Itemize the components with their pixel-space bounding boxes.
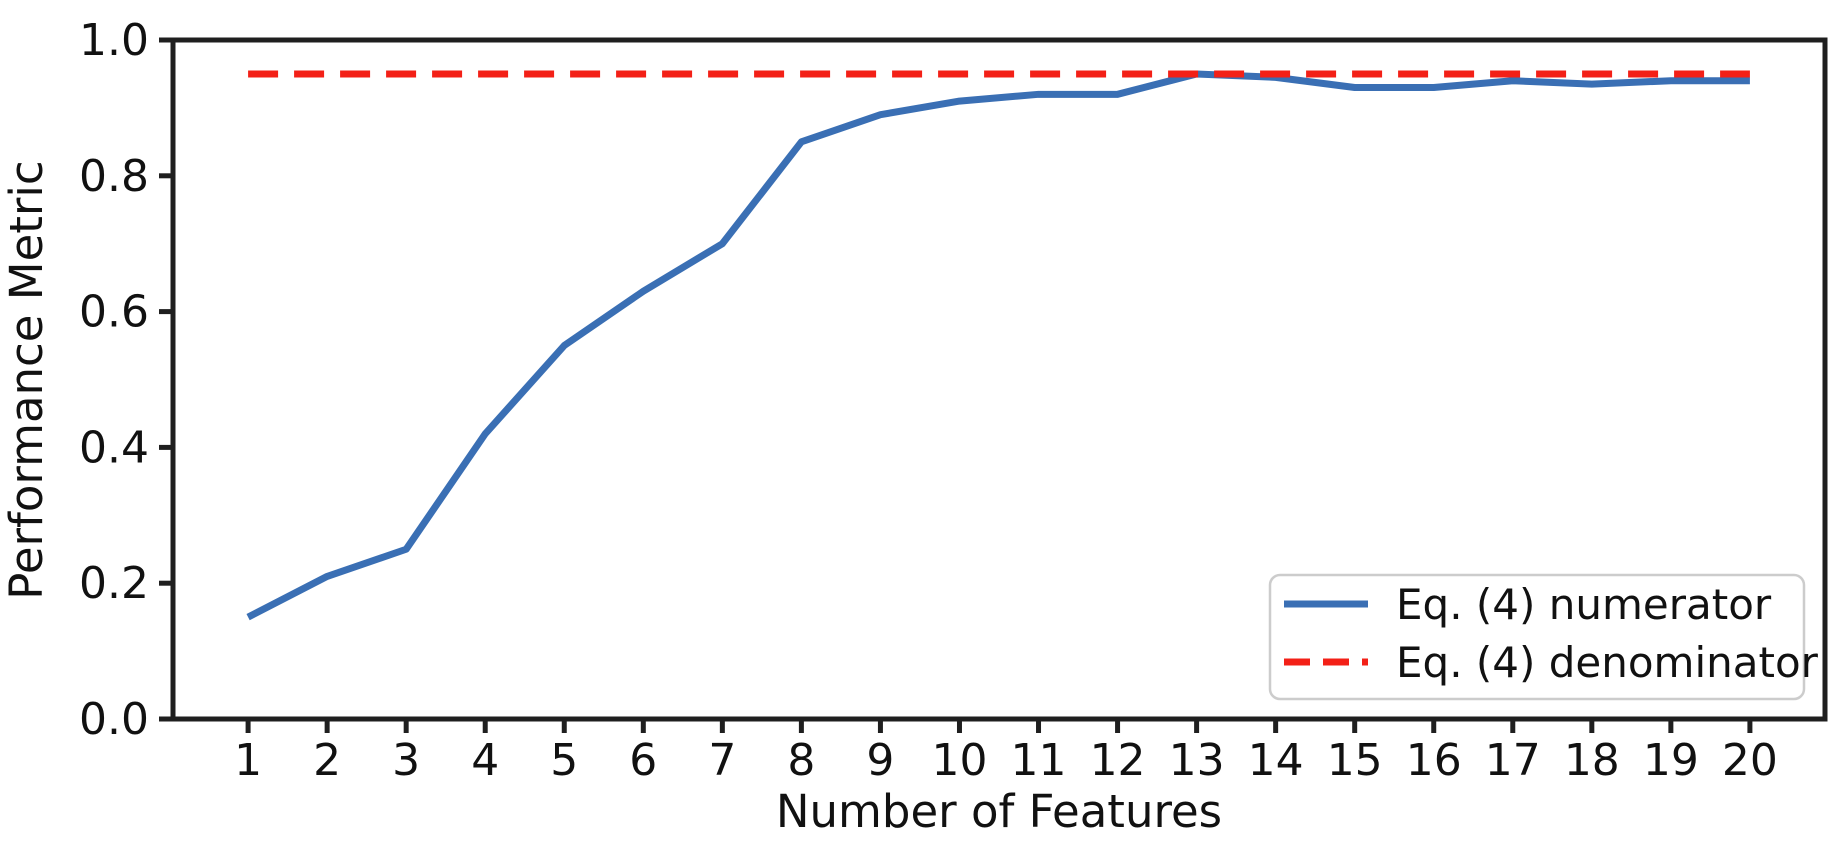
y-axis-label: Performance Metric [0,160,53,599]
x-tick-label: 10 [931,735,987,786]
y-tick-label: 0.6 [79,287,149,338]
x-tick-label: 15 [1327,735,1383,786]
legend: Eq. (4) numerator Eq. (4) denominator [1268,573,1819,701]
legend-denominator-label: Eq. (4) denominator [1396,638,1819,687]
y-tick-label: 0.4 [79,422,149,473]
x-tick-label: 4 [471,735,499,786]
x-tick-label: 14 [1248,735,1304,786]
x-tick-label: 13 [1169,735,1225,786]
x-tick-label: 6 [629,735,657,786]
x-tick-label: 1 [234,735,262,786]
y-tick-label: 0.2 [79,558,149,609]
x-tick-label: 2 [313,735,341,786]
x-tick-label: 20 [1722,735,1778,786]
ticks-layer: 1 2 3 4 5 6 7 8 9 10 11 12 13 14 15 16 17 18 19 200.00.20.4… [79,15,1778,786]
y-tick-label: 0.8 [79,151,149,202]
x-tick-label: 5 [550,735,578,786]
x-tick-label: 9 [866,735,894,786]
x-axis-label: Number of Features [776,785,1222,838]
y-tick-label: 0.0 [79,694,149,745]
series-layer [246,70,1750,621]
legend-box [1268,573,1806,701]
x-tick-label: 12 [1090,735,1146,786]
x-tick-label: 3 [392,735,420,786]
legend-numerator-label: Eq. (4) numerator [1396,580,1772,629]
x-tick-label: 17 [1485,735,1541,786]
x-tick-label: 16 [1406,735,1462,786]
x-tick-label: 19 [1643,735,1699,786]
x-tick-label: 7 [708,735,736,786]
x-tick-label: 18 [1564,735,1620,786]
numerator-line [246,70,1750,621]
x-tick-label: 8 [787,735,815,786]
x-tick-label: 11 [1011,735,1067,786]
y-tick-label: 1.0 [79,15,149,66]
axes-frame [170,37,1828,722]
